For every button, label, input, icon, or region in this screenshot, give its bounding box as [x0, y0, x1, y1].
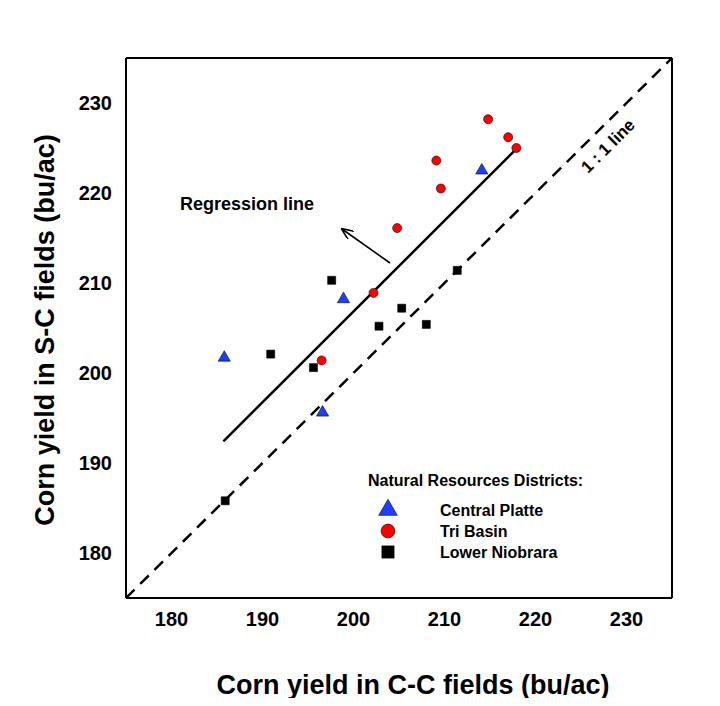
svg-text:230: 230	[79, 92, 112, 114]
svg-text:230: 230	[610, 608, 643, 630]
svg-text:220: 220	[519, 608, 552, 630]
svg-text:200: 200	[337, 608, 370, 630]
svg-text:1 : 1 line: 1 : 1 line	[577, 115, 639, 177]
svg-text:Corn yield in C-C fields (bu/a: Corn yield in C-C fields (bu/ac)	[216, 670, 609, 698]
svg-text:Central Platte: Central Platte	[440, 502, 543, 519]
svg-text:180: 180	[79, 542, 112, 564]
svg-text:220: 220	[79, 182, 112, 204]
svg-text:200: 200	[79, 362, 112, 384]
svg-text:Tri Basin: Tri Basin	[440, 523, 508, 540]
svg-text:Regression line: Regression line	[180, 194, 314, 214]
svg-text:190: 190	[79, 452, 112, 474]
svg-text:190: 190	[246, 608, 279, 630]
svg-text:Natural Resources Districts:: Natural Resources Districts:	[368, 472, 583, 489]
svg-text:210: 210	[428, 608, 461, 630]
svg-text:210: 210	[79, 272, 112, 294]
svg-text:Corn yield in S-C fields (bu/a: Corn yield in S-C fields (bu/ac)	[30, 134, 60, 526]
svg-text:180: 180	[155, 608, 188, 630]
svg-text:Lower Niobrara: Lower Niobrara	[440, 544, 557, 561]
